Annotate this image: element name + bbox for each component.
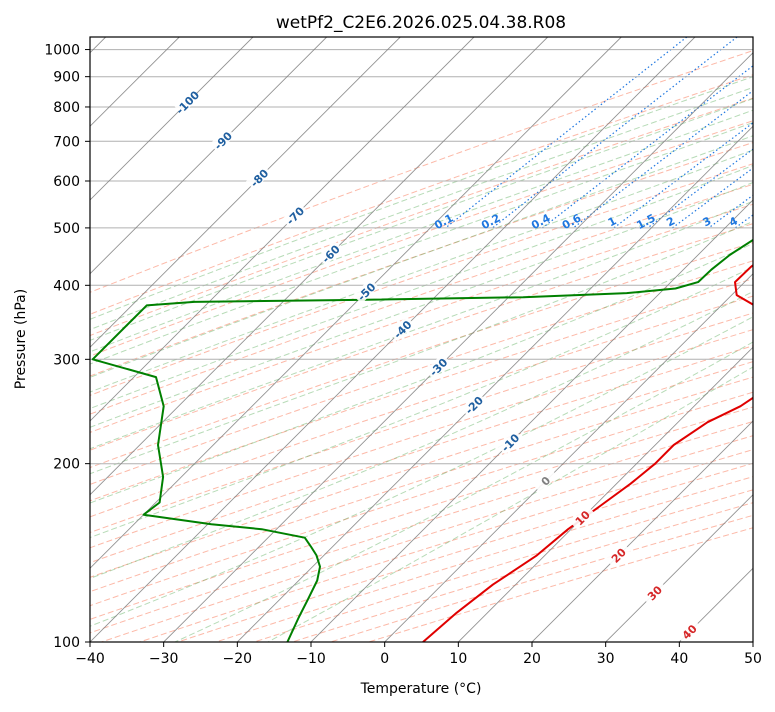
x-tick-label: 50 — [744, 651, 762, 667]
y-tick-label: 800 — [53, 100, 80, 116]
x-tick-label: 30 — [597, 651, 615, 667]
y-tick-label: 500 — [53, 221, 80, 237]
y-tick-label: 200 — [53, 457, 80, 473]
y-axis-label: Pressure (hPa) — [13, 289, 29, 389]
x-tick-label: 40 — [670, 651, 688, 667]
x-axis-label: Temperature (°C) — [360, 681, 482, 697]
chart-title: wetPf2_C2E6.2026.025.04.38.R08 — [276, 13, 566, 33]
x-tick-label: −40 — [75, 651, 105, 667]
y-tick-label: 100 — [53, 635, 80, 651]
x-tick-label: −20 — [223, 651, 253, 667]
y-tick-label: 1000 — [44, 43, 80, 59]
x-tick-label: −10 — [296, 651, 326, 667]
y-tick-label: 600 — [53, 174, 80, 190]
y-tick-label: 400 — [53, 278, 80, 294]
y-tick-label: 700 — [53, 134, 80, 150]
x-tick-label: −30 — [149, 651, 179, 667]
y-tick-label: 900 — [53, 70, 80, 86]
x-tick-label: 20 — [523, 651, 541, 667]
y-tick-label: 300 — [53, 352, 80, 368]
x-tick-label: 0 — [380, 651, 389, 667]
x-tick-label: 10 — [449, 651, 467, 667]
